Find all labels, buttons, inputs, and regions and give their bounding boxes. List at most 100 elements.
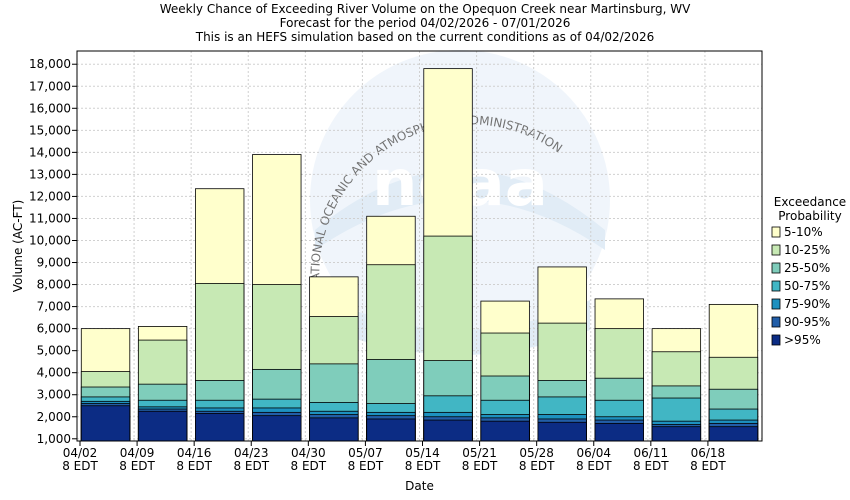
y-tick-label: 11,000 [29,211,71,225]
y-tick-label: 5,000 [37,344,71,358]
bar-segment [137,410,188,442]
bar-stack [80,328,131,442]
y-tick-label: 4,000 [37,366,71,380]
bar-segment [80,405,131,442]
bar-stack [309,276,359,442]
bar-segment [252,415,302,442]
bar-segment [708,426,759,442]
legend-label: 25-50% [784,261,830,275]
x-tick-label-date: 04/09 [120,446,155,460]
x-tick-label-date: 04/23 [234,446,269,460]
legend-item: 75-90% [771,297,830,311]
legend: Exceedance Probability 5-10% 10-25% 25-50%… [771,195,846,347]
x-tick-label-date: 05/07 [348,446,383,460]
x-tick-label-date: 04/30 [291,446,326,460]
bar-stack [252,154,302,442]
legend-label: 50-75% [784,279,830,293]
legend-label: 5-10% [784,225,823,239]
x-tick-label-time: 8 EDT [462,459,498,473]
y-tick-label: 8,000 [37,278,71,292]
bar-stack [366,215,416,442]
legend-swatch [771,316,781,328]
x-tick-label-time: 8 EDT [233,459,269,473]
x-tick-label-date: 04/16 [177,446,212,460]
x-tick-label-time: 8 EDT [119,459,155,473]
x-tick-label-time: 8 EDT [291,459,327,473]
bar-segment [366,418,416,442]
x-tick-label-time: 8 EDT [405,459,441,473]
legend-item: 5-10% [771,225,823,239]
legend-swatch [771,298,781,310]
x-tick-label-time: 8 EDT [576,459,612,473]
x-tick-label-time: 8 EDT [633,459,669,473]
legend-item: 10-25% [771,243,830,257]
bar-segment [537,421,587,442]
x-tick-label-date: 05/14 [405,446,440,460]
bar-stack [594,298,644,442]
legend-label: 90-95% [784,315,830,329]
bar-stack [651,328,702,442]
y-tick-label: 7,000 [37,300,71,314]
legend-swatch [771,280,781,292]
bar-stack [708,303,759,442]
bar-segment [423,419,473,442]
x-tick-label-date: 05/28 [519,446,554,460]
x-tick-label-date: 05/21 [462,446,497,460]
legend-item: >95% [771,333,821,347]
bar-segment [309,417,359,442]
legend-item: 50-75% [771,279,830,293]
y-tick-label: 1,000 [37,432,71,446]
y-tick-label: 12,000 [29,189,71,203]
legend-label: 10-25% [784,243,830,257]
legend-label: 75-90% [784,297,830,311]
x-tick-label-time: 8 EDT [348,459,384,473]
bar-segment [651,426,702,442]
y-tick-label: 15,000 [29,123,71,137]
legend-swatch [771,334,781,346]
y-tick-label: 17,000 [29,79,71,93]
y-axis-title: Volume (AC-FT) [11,200,25,293]
y-tick-label: 18,000 [29,57,71,71]
bar-stacks [80,68,759,442]
y-tick-label: 6,000 [37,322,71,336]
chart-subtitle-period: Forecast for the period 04/02/2026 - 07/… [279,16,571,30]
axes [72,50,763,446]
y-tick-label: 13,000 [29,167,71,181]
bar-stack [195,188,245,442]
grid-lines [76,51,763,441]
y-tick-labels: 1,000 2,000 3,000 4,000 5,000 6,000 7,000 8,000… [29,57,71,446]
x-tick-label-time: 8 EDT [176,459,212,473]
plot-frame [76,50,763,442]
bar-stack [480,300,530,442]
chart-title: Weekly Chance of Exceeding River Volume … [159,2,691,16]
x-tick-label-time: 8 EDT [62,459,98,473]
legend-swatch [771,262,781,274]
legend-label: >95% [784,333,821,347]
chart-subtitle-simulation: This is an HEFS simulation based on the … [195,30,655,44]
x-tick-label-date: 06/18 [691,446,726,460]
y-tick-label: 10,000 [29,233,71,247]
x-tick-label-date: 06/11 [634,446,669,460]
y-tick-label: 9,000 [37,256,71,270]
x-tick-label-date: 06/04 [576,446,611,460]
bar-stack [137,326,188,442]
legend-title-line1: Exceedance [774,195,846,209]
legend-item: 25-50% [771,261,830,275]
y-tick-label: 14,000 [29,145,71,159]
legend-swatch [771,244,781,256]
y-tick-label: 2,000 [37,410,71,424]
bar-stack [537,266,587,442]
x-axis-title: Date [405,479,434,493]
x-tick-label-date: 04/02 [63,446,98,460]
bar-stack [423,68,473,442]
legend-title-line2: Probability [778,209,841,223]
y-tick-label: 16,000 [29,101,71,115]
y-tick-label: 3,000 [37,388,71,402]
bar-segment [195,413,245,442]
legend-swatch [771,226,781,238]
x-tick-label-time: 8 EDT [690,459,726,473]
x-tick-label-time: 8 EDT [519,459,555,473]
bar-segment [594,422,644,442]
